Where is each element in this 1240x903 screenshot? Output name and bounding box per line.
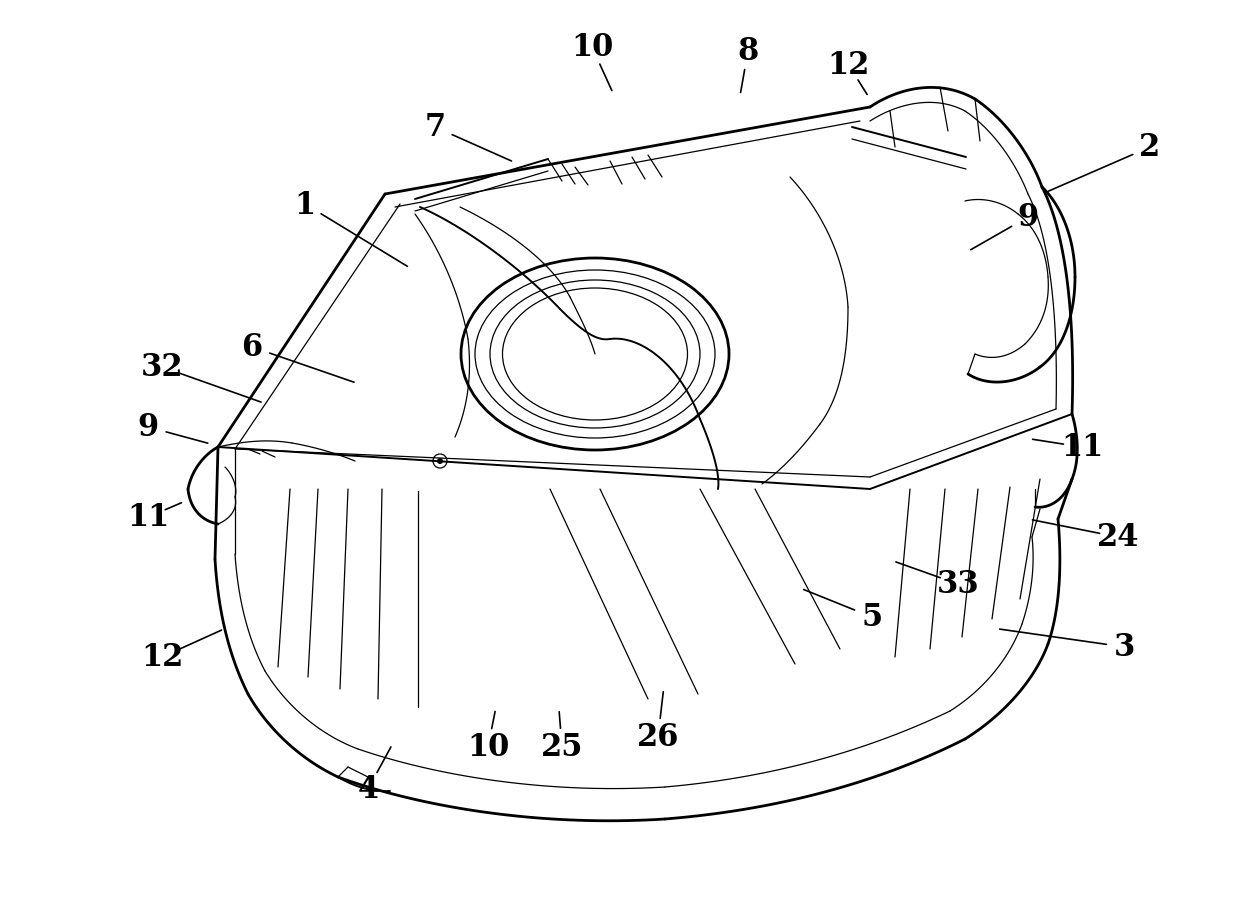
Text: 11: 11: [1061, 432, 1104, 463]
Text: 32: 32: [140, 352, 184, 383]
Text: 25: 25: [541, 731, 583, 763]
Text: 3: 3: [1115, 632, 1136, 663]
Text: 10: 10: [570, 33, 613, 63]
Text: 5: 5: [862, 601, 883, 633]
Text: 1: 1: [294, 190, 315, 220]
Text: 33: 33: [936, 569, 980, 600]
Text: 7: 7: [424, 112, 445, 144]
Text: 11: 11: [126, 502, 169, 533]
Text: 26: 26: [637, 721, 680, 753]
Text: 9: 9: [138, 412, 159, 443]
Text: 6: 6: [242, 332, 263, 363]
Text: 2: 2: [1140, 133, 1161, 163]
Text: 4: 4: [357, 774, 378, 805]
Text: 12: 12: [827, 50, 869, 80]
Text: 24: 24: [1096, 522, 1140, 553]
Text: 9: 9: [1018, 202, 1039, 233]
Text: 8: 8: [738, 36, 759, 68]
Text: 12: 12: [141, 642, 184, 673]
Circle shape: [436, 459, 443, 464]
Text: 10: 10: [467, 731, 510, 763]
